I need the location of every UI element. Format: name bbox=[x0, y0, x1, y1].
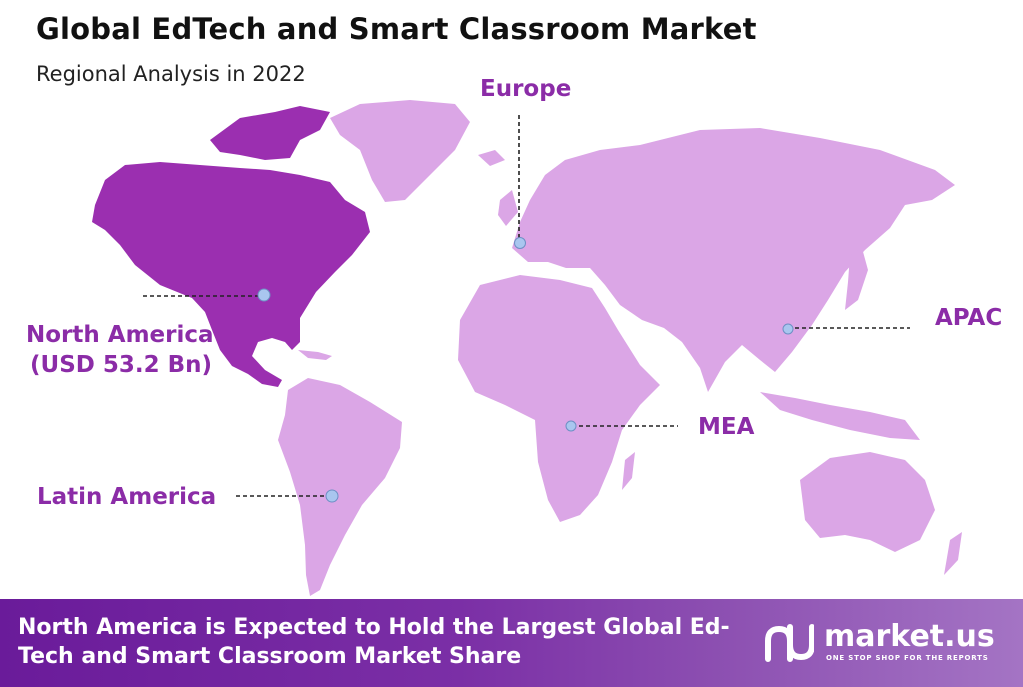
eurasia-shape bbox=[512, 128, 955, 392]
market-us-logo-icon bbox=[765, 624, 814, 662]
japan-shape bbox=[845, 248, 868, 310]
uk-shape bbox=[498, 190, 518, 226]
marker-europe bbox=[514, 237, 526, 249]
brand-logo: market.us ONE STOP SHOP FOR THE REPORTS bbox=[762, 619, 1002, 669]
footer-banner: North America is Expected to Hold the La… bbox=[0, 599, 1023, 687]
brand-tagline: ONE STOP SHOP FOR THE REPORTS bbox=[826, 654, 989, 662]
marker-apac bbox=[782, 323, 794, 335]
sea-islands-shape bbox=[760, 392, 920, 440]
north-america-shape bbox=[92, 162, 370, 387]
south-america-shape bbox=[278, 378, 402, 596]
label-north-america: North America bbox=[26, 322, 214, 348]
marker-latin-america bbox=[325, 489, 339, 503]
footer-text: North America is Expected to Hold the La… bbox=[18, 615, 730, 669]
arctic-islands-shape bbox=[210, 106, 330, 160]
label-north-america-value: (USD 53.2 Bn) bbox=[30, 352, 213, 378]
greenland-shape bbox=[330, 100, 470, 202]
madagascar-shape bbox=[622, 452, 635, 490]
australia-shape bbox=[800, 452, 935, 552]
marker-mea bbox=[565, 420, 577, 432]
label-apac: APAC bbox=[935, 305, 1003, 331]
iceland-shape bbox=[478, 150, 505, 166]
page-title: Global EdTech and Smart Classroom Market bbox=[36, 12, 757, 46]
new-zealand-shape bbox=[944, 532, 962, 575]
africa-shape bbox=[458, 275, 660, 522]
marker-north-america bbox=[257, 288, 271, 302]
label-mea: MEA bbox=[698, 414, 755, 440]
brand-name: market.us bbox=[824, 619, 995, 654]
label-latin-america: Latin America bbox=[37, 484, 217, 510]
page-subtitle: Regional Analysis in 2022 bbox=[36, 62, 306, 86]
world-map bbox=[92, 100, 962, 596]
label-europe: Europe bbox=[480, 76, 572, 102]
caribbean-shape bbox=[298, 350, 332, 360]
